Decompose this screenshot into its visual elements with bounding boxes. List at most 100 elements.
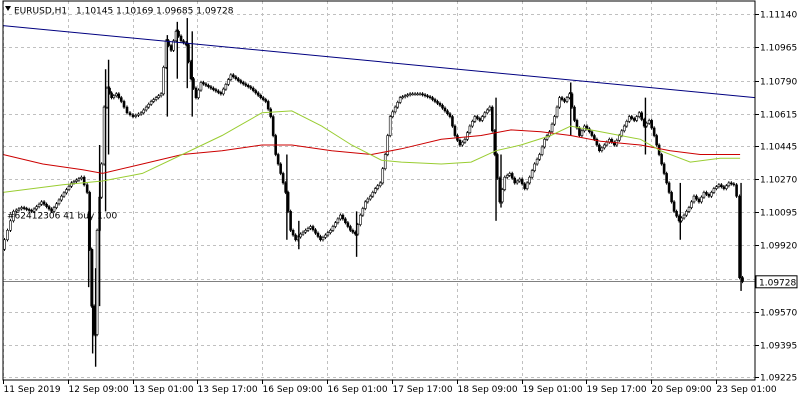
- candle-body: [378, 182, 382, 187]
- candle-body: [433, 99, 437, 102]
- candle-body: [50, 208, 53, 212]
- candle-body: [314, 229, 317, 234]
- candle-body: [67, 185, 71, 190]
- candle-body: [349, 226, 352, 231]
- candle-body: [665, 173, 668, 184]
- candle-body: [490, 106, 494, 132]
- candle-body: [269, 108, 272, 117]
- candle-body: [396, 102, 399, 108]
- x-tick-label: 16 Sep 09:00: [263, 385, 323, 395]
- y-tick-label: 1.10095: [760, 209, 797, 219]
- candle-body: [386, 135, 390, 155]
- candle-body: [590, 131, 594, 136]
- candle-body: [361, 208, 365, 216]
- trendline[interactable]: [2, 25, 756, 99]
- candle-body: [423, 94, 427, 97]
- candle-body: [443, 107, 447, 112]
- x-tick-label: 19 Sep 17:00: [587, 385, 647, 395]
- candle-body: [515, 180, 519, 184]
- candle-body: [690, 201, 693, 208]
- candle-body: [62, 192, 66, 197]
- candle-body: [119, 97, 123, 102]
- candle-body: [9, 220, 12, 231]
- candle-body: [207, 85, 210, 88]
- candle-body: [326, 232, 330, 236]
- candle-body: [741, 277, 744, 282]
- candle-body: [520, 178, 524, 185]
- candle-body: [159, 93, 163, 97]
- candle-body: [486, 109, 489, 114]
- candle-body: [735, 184, 738, 197]
- candle-body: [720, 184, 723, 188]
- candle-body: [468, 125, 472, 134]
- candle-body: [72, 181, 76, 184]
- candle-body: [473, 116, 477, 122]
- x-tick-label: 13 Sep 17:00: [198, 385, 258, 395]
- candle-body: [416, 93, 419, 96]
- candle-body: [555, 106, 559, 117]
- dropdown-triangle-icon[interactable]: [5, 6, 11, 11]
- candle-body: [249, 86, 253, 89]
- candle-body: [438, 103, 442, 106]
- candle-body: [573, 106, 576, 121]
- candle-body: [593, 135, 596, 140]
- current-price-tag-text: 1.09728: [759, 278, 796, 288]
- candle-body: [204, 83, 208, 86]
- candle-body: [256, 92, 260, 96]
- candle-body: [6, 229, 9, 241]
- order-label[interactable]: #62412306 41 buy 1.00: [7, 212, 117, 222]
- y-tick-label: 1.10615: [760, 111, 797, 121]
- candle-body: [401, 96, 404, 98]
- candle-body: [722, 186, 726, 189]
- candle-body: [451, 116, 454, 127]
- chart-header: EURUSD,H1 1.10145 1.10169 1.09685 1.0972…: [5, 6, 234, 17]
- candle-body: [289, 211, 292, 231]
- candle-body: [448, 113, 452, 117]
- candle-body: [393, 106, 397, 113]
- candle-body: [560, 97, 564, 100]
- candle-body: [222, 88, 225, 95]
- candle-body: [259, 94, 263, 98]
- candle-body: [655, 135, 658, 146]
- candle-body: [672, 201, 676, 212]
- candle-body: [667, 182, 671, 193]
- candle-body: [650, 120, 653, 129]
- candle-body: [421, 93, 424, 96]
- candle-body: [251, 87, 255, 91]
- candle-body: [271, 116, 275, 136]
- candle-body: [558, 97, 561, 108]
- y-tick-label: 1.10445: [760, 143, 797, 153]
- candle-body: [543, 139, 546, 148]
- candle-body: [92, 305, 96, 335]
- candle-body: [466, 132, 469, 140]
- time-axis: 11 Sep 2019 12 Sep 09:00 13 Sep 01:00 13 Se…: [3, 380, 777, 395]
- candle-body: [603, 144, 606, 149]
- candle-body: [172, 40, 175, 51]
- candle-body: [461, 141, 464, 146]
- candle-body: [705, 192, 708, 195]
- y-tick-label: 1.09920: [760, 242, 797, 252]
- candle-body: [25, 208, 28, 210]
- candle-body: [637, 112, 641, 117]
- candle-body: [194, 87, 198, 98]
- candle-body: [391, 111, 394, 117]
- candle-body: [398, 97, 402, 103]
- candle-body: [528, 176, 531, 184]
- candle-body: [154, 97, 158, 100]
- candle-body: [261, 97, 265, 100]
- candle-body: [266, 101, 270, 110]
- candle-body: [229, 74, 233, 80]
- candle-body: [413, 93, 417, 96]
- candle-body: [20, 207, 23, 210]
- candle-body: [632, 118, 636, 121]
- symbol-label: EURUSD,H1: [14, 7, 67, 17]
- candle-body: [179, 35, 183, 42]
- candle-body: [580, 130, 584, 136]
- x-tick-label: 18 Sep 09:00: [458, 385, 518, 395]
- candle-body: [662, 163, 666, 174]
- candle-body: [533, 163, 536, 171]
- candle-body: [717, 184, 721, 188]
- moving-average-fast: [2, 110, 741, 193]
- candle-body: [488, 106, 492, 111]
